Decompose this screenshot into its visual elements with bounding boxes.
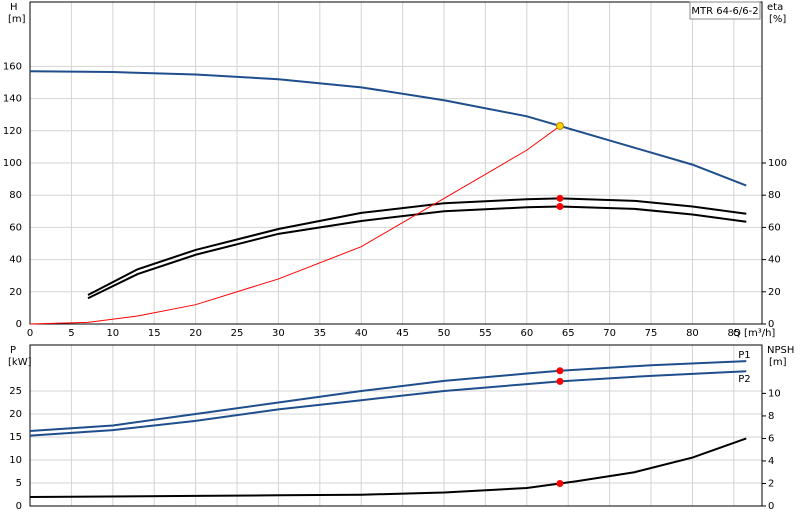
y-tick-label: 140 [3,94,22,105]
operating-point [556,479,564,487]
y-tick-label: 0 [16,319,22,330]
y2-tick-label: 0 [768,501,774,512]
operating-point [556,194,564,202]
curve [29,370,747,437]
x-tick-label: 60 [520,328,533,339]
y-tick-label: 20 [9,409,22,420]
x-tick-label: 5 [68,328,74,339]
x-tick-label: 20 [189,328,202,339]
curve [29,125,561,325]
y-tick-label: 120 [3,126,22,137]
y2-tick-label: 80 [768,190,781,201]
plot-frame [29,1,763,325]
curve [87,197,747,296]
y2-axis-unit: [%] [769,14,786,25]
x-tick-label: 30 [272,328,285,339]
curve [29,437,747,498]
y2-tick-label: 6 [768,433,774,444]
annotation-box [689,1,761,20]
x-tick-label: 85 [727,328,740,339]
x-tick-label: 45 [396,328,409,339]
y-tick-label: 0 [16,501,22,512]
y2-axis-unit: [m] [769,357,787,368]
y2-tick-label: 20 [768,287,781,298]
y-axis-unit: [kW] [8,357,32,368]
operating-point [556,202,564,210]
y-axis-label: H [10,2,18,13]
annotation: MTR 64-6/6-2 [691,6,758,17]
curve [29,70,747,187]
operating-point [555,121,564,130]
y2-tick-label: 2 [768,478,774,489]
y2-tick-label: 40 [768,255,781,266]
series-label: P1 [738,350,750,361]
y-tick-label: 100 [3,158,22,169]
x-tick-label: 10 [106,328,119,339]
x-tick-label: 70 [603,328,616,339]
x-tick-label: 15 [148,328,161,339]
x-tick-label: 40 [355,328,368,339]
y-tick-label: 5 [16,478,22,489]
series-label: P2 [738,374,750,385]
x-tick-label: 55 [479,328,492,339]
y2-tick-label: 100 [768,158,787,169]
x-tick-label: 25 [231,328,244,339]
y2-tick-label: 0 [768,319,774,330]
y-tick-label: 80 [9,190,22,201]
y2-tick-label: 8 [768,411,774,422]
y-tick-label: 20 [9,287,22,298]
y2-tick-label: 10 [768,388,781,399]
x-tick-label: 0 [27,328,33,339]
y-tick-label: 10 [9,455,22,466]
y-tick-label: 160 [3,61,22,72]
operating-point [556,377,564,385]
y2-tick-label: 4 [768,456,774,467]
y2-tick-label: 60 [768,222,781,233]
y2-axis-label: NPSH [767,345,794,356]
y2-axis-label: eta [767,2,783,13]
y-tick-label: 40 [9,255,22,266]
y-axis-unit: [m] [8,14,26,25]
y-tick-label: 60 [9,222,22,233]
operating-point [556,367,564,375]
y-axis-label: P [10,345,16,356]
curve [87,205,747,300]
x-tick-label: 35 [313,328,326,339]
x-tick-label: 65 [562,328,575,339]
y-tick-label: 15 [9,432,22,443]
plot-frame [29,344,763,507]
y-tick-label: 25 [9,386,22,397]
x-axis-label: Q [m³/h] [733,328,775,339]
x-tick-label: 50 [438,328,451,339]
x-tick-label: 75 [645,328,658,339]
x-tick-label: 80 [686,328,699,339]
curve [29,360,747,433]
